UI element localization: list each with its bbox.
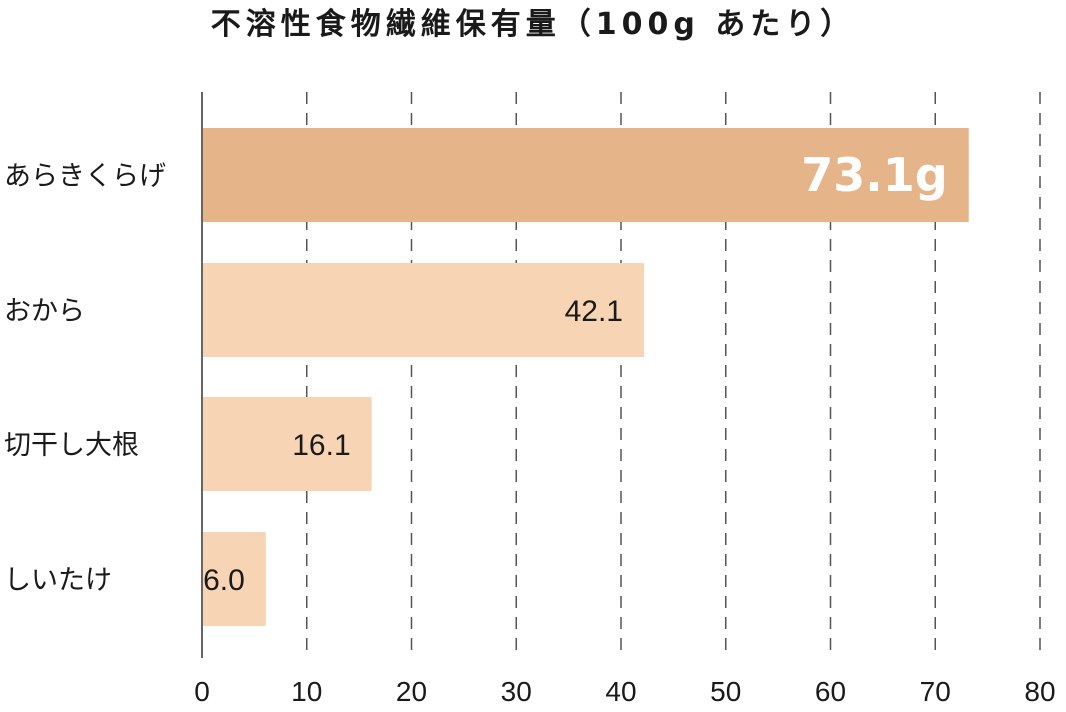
data-label-4: 6.0 bbox=[203, 564, 245, 597]
bar-4 bbox=[203, 532, 266, 626]
tick-labels: 0 10 20 30 40 50 60 70 80 bbox=[194, 676, 1055, 707]
tick-label-40: 40 bbox=[605, 676, 636, 707]
bar-2 bbox=[203, 263, 644, 357]
category-label-4: しいたけ bbox=[4, 565, 112, 596]
tick-label-60: 60 bbox=[815, 676, 846, 707]
bar-3 bbox=[203, 397, 372, 491]
tick-label-80: 80 bbox=[1024, 676, 1055, 707]
category-label-2: おから bbox=[4, 296, 85, 327]
tick-label-50: 50 bbox=[710, 676, 741, 707]
data-labels: 73.1g 42.1 16.1 6.0 bbox=[203, 148, 948, 597]
tick-label-20: 20 bbox=[396, 676, 427, 707]
tick-label-70: 70 bbox=[920, 676, 951, 707]
data-label-3: 16.1 bbox=[292, 429, 350, 462]
tick-label-10: 10 bbox=[291, 676, 322, 707]
category-label-1: あらきくらげ bbox=[4, 161, 166, 192]
data-label-1: 73.1g bbox=[801, 148, 947, 202]
data-label-2: 42.1 bbox=[565, 295, 623, 328]
chart-title: 不溶性食物繊維保有量（100g あたり） bbox=[211, 7, 856, 42]
tick-label-0: 0 bbox=[194, 676, 210, 707]
bar-1 bbox=[203, 128, 969, 222]
bars bbox=[203, 128, 969, 626]
category-label-3: 切干し大根 bbox=[4, 430, 139, 461]
tick-label-30: 30 bbox=[501, 676, 532, 707]
